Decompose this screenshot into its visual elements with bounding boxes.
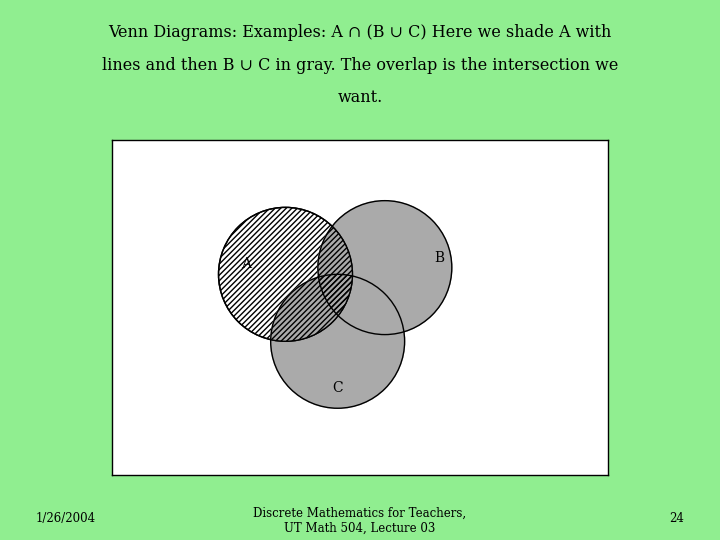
Text: lines and then B ∪ C in gray. The overlap is the intersection we: lines and then B ∪ C in gray. The overla… xyxy=(102,57,618,73)
Text: Venn Diagrams: Examples: A ∩ (B ∪ C) Here we shade A with: Venn Diagrams: Examples: A ∩ (B ∪ C) Her… xyxy=(108,24,612,41)
Circle shape xyxy=(219,207,353,341)
Text: B: B xyxy=(434,251,444,265)
Circle shape xyxy=(271,274,405,408)
Text: 1/26/2004: 1/26/2004 xyxy=(36,512,96,525)
Circle shape xyxy=(318,201,452,335)
Text: Discrete Mathematics for Teachers,
UT Math 504, Lecture 03: Discrete Mathematics for Teachers, UT Ma… xyxy=(253,507,467,535)
Circle shape xyxy=(271,274,405,408)
Text: want.: want. xyxy=(338,89,382,106)
Text: 24: 24 xyxy=(669,512,684,525)
Text: A: A xyxy=(240,257,251,271)
Text: C: C xyxy=(333,381,343,395)
Circle shape xyxy=(318,201,452,335)
